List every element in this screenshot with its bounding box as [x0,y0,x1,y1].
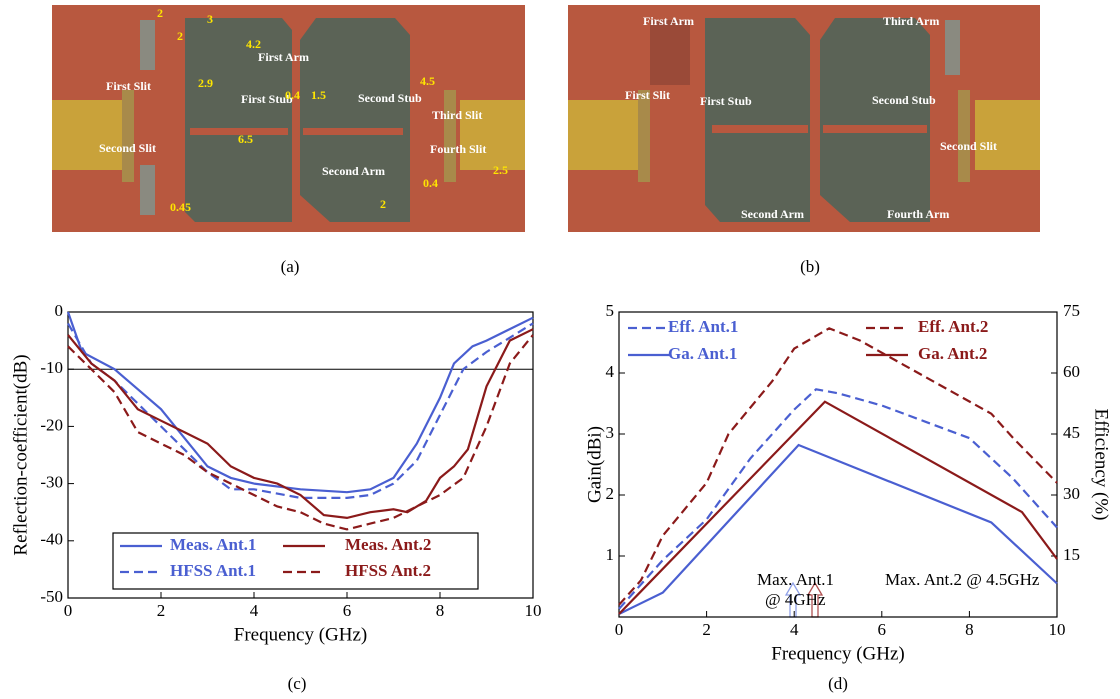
x-tick-label: 8 [436,601,445,620]
x-tick-label: 0 [64,601,73,620]
part-label: Second Slit [99,141,156,155]
x-tick-label: 4 [250,601,259,620]
series-line [618,327,1058,606]
y-tick-label: 1 [606,545,615,564]
part-label: Second Slit [940,139,997,153]
part-label: First Slit [106,79,151,93]
photo-b [568,5,1040,232]
part-label: First Stub [241,92,293,106]
y-tick-label: 3 [606,423,615,442]
dimension-label: 0.45 [170,200,191,214]
legend-label: HFSS Ant.2 [345,561,431,580]
part-label: Second Stub [358,91,422,105]
part-label: Third Slit [432,108,482,122]
dimension-label: 2.9 [198,76,213,90]
dimension-label: 4.5 [420,74,435,88]
y-tick-label: 0 [55,301,64,320]
y-tick-label: 4 [606,362,615,381]
arrows [784,581,824,618]
plot-frame [67,311,534,599]
y2-tick-label: 45 [1063,423,1080,442]
part-label: First Arm [643,14,694,28]
part-label: Second Arm [741,207,804,221]
legend-label: Meas. Ant.2 [345,535,431,554]
series-line [66,311,534,494]
annotation: Max. Ant.1 [757,570,834,589]
caption: (b) [800,257,820,276]
x-tick-label: 2 [702,620,711,639]
plot-frame [618,311,1058,618]
dimension-label: 2.5 [493,163,508,177]
dimension-label: 1.5 [311,88,326,102]
dimension-label: 4.2 [246,37,261,51]
y-tick-label: -30 [40,473,63,492]
dimension-label: 0.4 [285,88,300,102]
y2-tick-label: 15 [1063,545,1080,564]
y-tick-label: -40 [40,530,63,549]
legend-label: Meas. Ant.1 [170,535,256,554]
dimension-label: 6.5 [238,132,253,146]
series-line [67,328,534,520]
y-axis-title: Reflection-coefficient(dB) [10,354,31,555]
part-label: Fourth Arm [887,207,949,221]
x-tick-label: 6 [878,620,887,639]
y2-tick-label: 30 [1063,484,1080,503]
x-tick-label: 2 [157,601,166,620]
part-label: Fourth Slit [430,142,486,156]
dimension-label: 2 [177,29,183,43]
part-label: Third Arm [883,14,939,28]
y-tick-label: -50 [40,587,63,606]
series-line [618,388,1058,610]
caption: (d) [828,674,848,693]
legend-label: Ga. Ant.1 [668,344,737,363]
y2-tick-label: 75 [1063,301,1080,320]
legend-label: Eff. Ant.2 [918,317,988,336]
y-tick-label: -10 [40,358,63,377]
y2-tick-label: 60 [1063,362,1080,381]
y2-axis-title: Efficiency (%) [1091,408,1112,520]
part-label: First Arm [258,50,309,64]
series-line [67,334,534,531]
part-label: First Stub [700,94,752,108]
chart: 0 2 4 6 8 10 0 -10 -20 -30 -40 -50 Frequency (GHz) Re… [10,301,541,693]
legend-label: Eff. Ant.1 [668,317,738,336]
legend-label: HFSS Ant.1 [170,561,256,580]
x-tick-label: 8 [965,620,974,639]
part-label: Second Stub [872,93,936,107]
annotation: @ 4GHz [765,590,826,609]
legend-box [112,532,479,590]
annotation: Max. Ant.2 @ 4.5GHz [885,570,1040,589]
x-tick-label: 4 [790,620,799,639]
x-tick-label: 6 [343,601,352,620]
series-line [67,322,534,499]
y-tick-label: 5 [606,301,615,320]
y-tick-label: -20 [40,415,63,434]
legend-label: Ga. Ant.2 [918,344,987,363]
dimension-label: 2 [380,197,386,211]
dimension-label: 0.4 [423,176,438,190]
dimension-label: 2 [157,6,163,20]
y-axis-title: Gain(dBi) [584,426,605,503]
y-tick-label: 2 [606,484,615,503]
series-line [618,443,1058,615]
x-tick-label: 10 [525,601,542,620]
x-tick-label: 0 [615,620,624,639]
dimension-label: 3 [207,12,213,26]
x-tick-label: 10 [1049,620,1066,639]
series-line [618,400,1058,615]
x-axis-title: Frequency (GHz) [771,643,904,664]
part-label: Second Arm [322,164,385,178]
x-axis-title: Frequency (GHz) [234,624,367,645]
part-label: First Slit [625,88,670,102]
caption: (c) [288,674,307,693]
caption: (a) [281,257,300,276]
photo-a [52,5,525,232]
